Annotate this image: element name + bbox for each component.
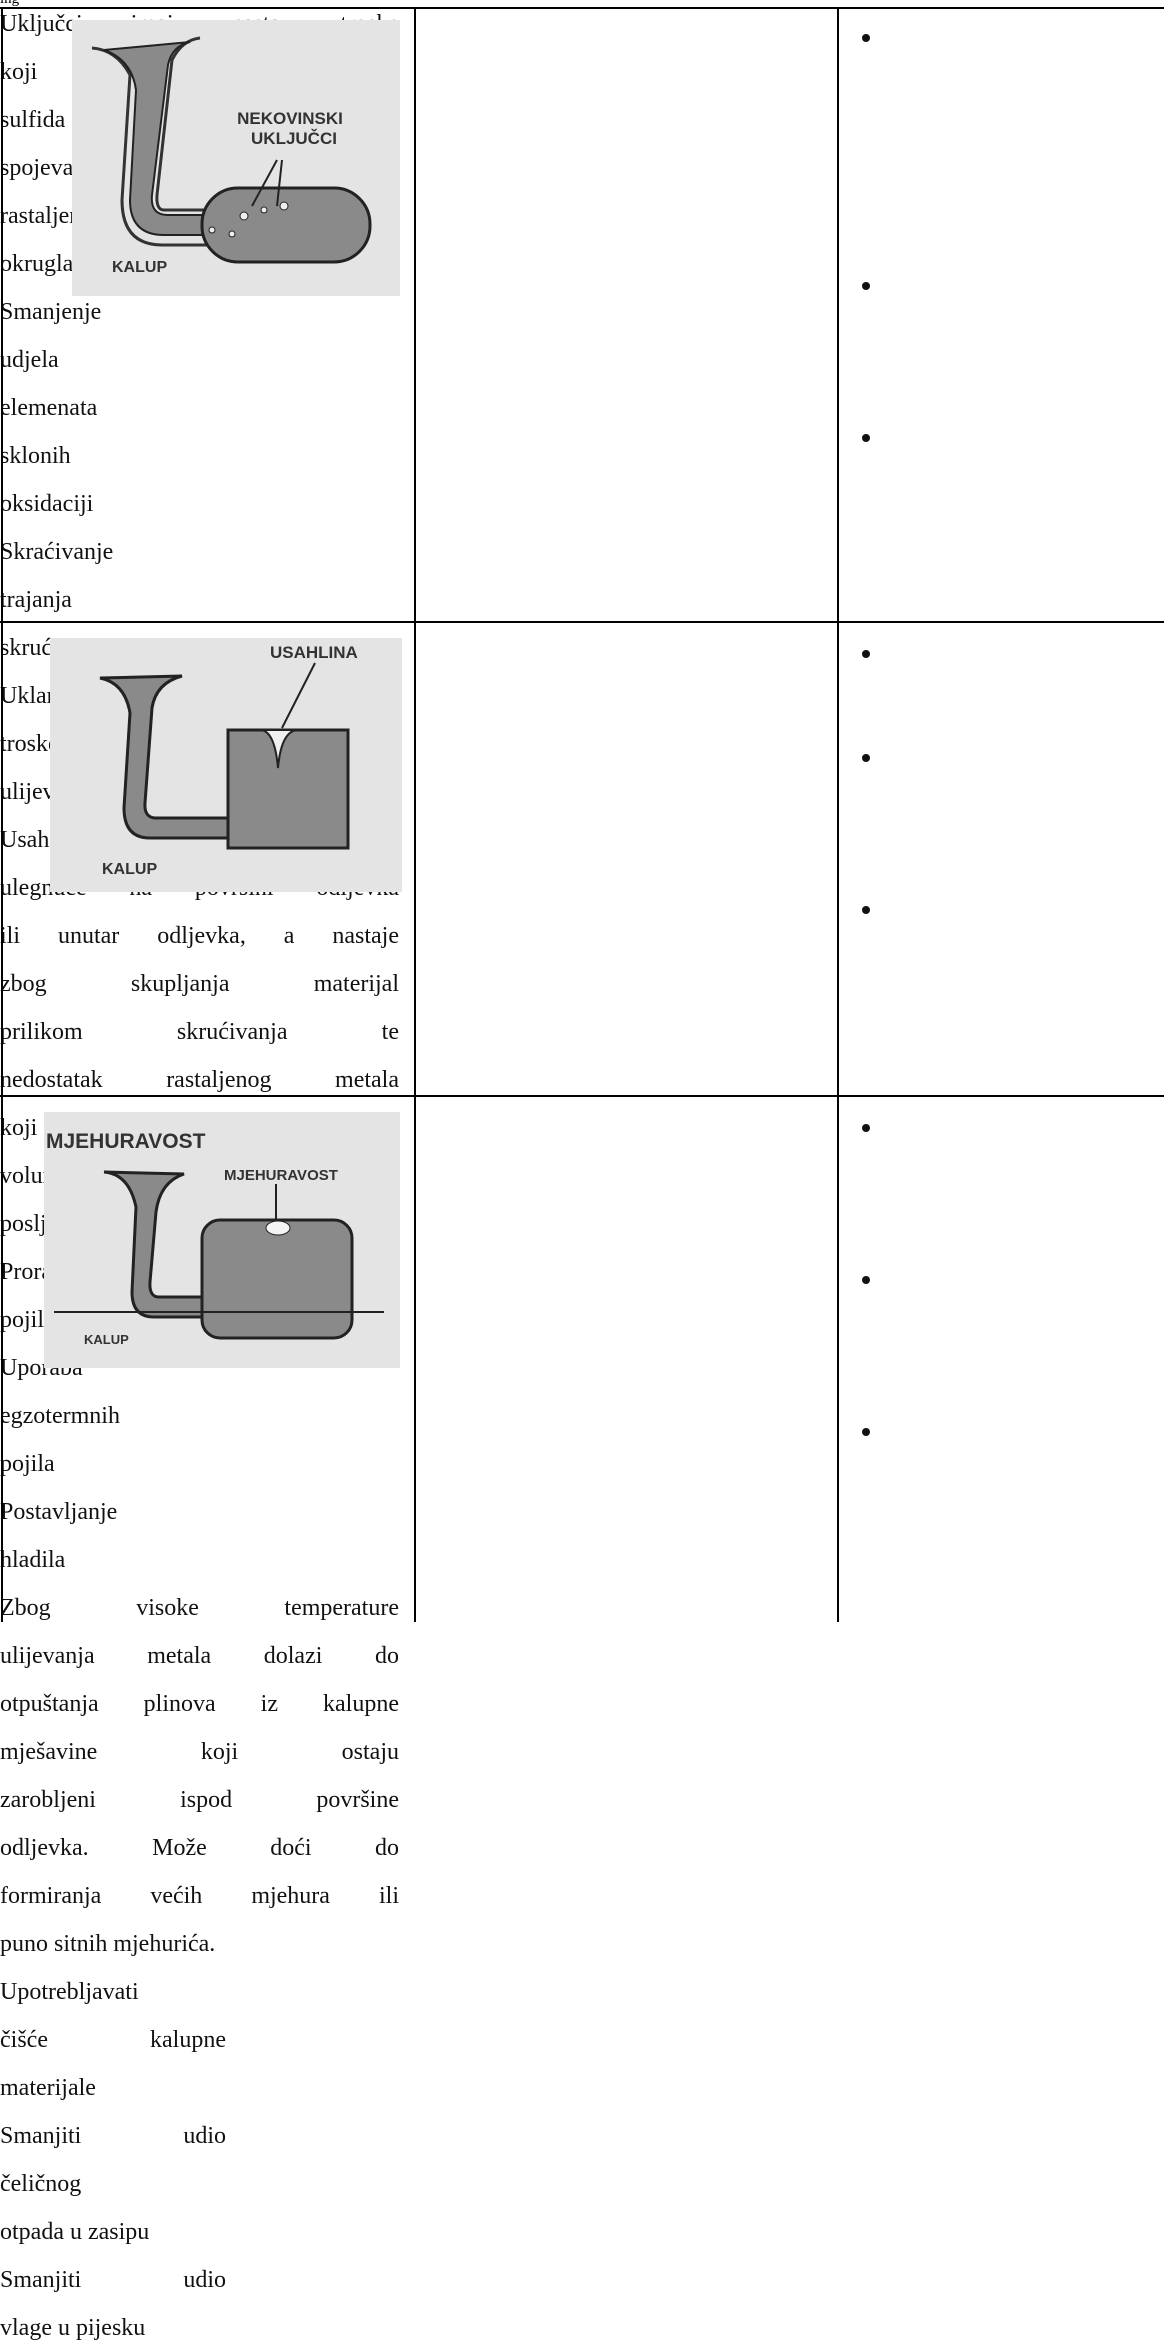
image-label: UKLJUČCI (251, 129, 337, 148)
measure-line: trajanja (0, 587, 72, 613)
border (414, 7, 416, 1622)
image-label: MJEHURAVOST (46, 1130, 206, 1153)
measure-line: pojila (0, 1451, 55, 1477)
bullet (862, 1428, 870, 1436)
measure-line: čišće kalupne (0, 2027, 226, 2053)
description-line: formiranja većih mjehura ili (0, 1883, 399, 1909)
measure-line: hladila (0, 1547, 66, 1573)
measure-line: elemenata (0, 395, 98, 421)
measure-line: egzotermnih (0, 1403, 120, 1429)
measure-line: Upotrebljavati (0, 1979, 139, 2005)
image-label: KALUP (102, 861, 157, 878)
image-label: NEKOVINSKI (237, 109, 343, 128)
cut-fragment: ing (0, 0, 19, 8)
bullet (862, 282, 870, 290)
description-line: mješavine koji ostaju (0, 1739, 399, 1765)
measure-line: Smanjiti udio (0, 2123, 226, 2149)
measure-line: Skraćivanje (0, 539, 114, 565)
measure-line: sklonih (0, 443, 71, 469)
description-line: zarobljeni ispod površine (0, 1787, 399, 1813)
description-line: nedostatak rastaljenog metala (0, 1067, 399, 1093)
measure-line: materijale (0, 2075, 96, 2101)
bullet (862, 34, 870, 42)
bullet (862, 434, 870, 442)
measure-line: čeličnog (0, 2171, 82, 2197)
border (0, 621, 1164, 623)
border (837, 7, 839, 1622)
measure-line: otpada u zasipu (0, 2219, 150, 2245)
border (1, 7, 3, 1622)
description-line: ili unutar odljevka, a nastaje (0, 923, 399, 949)
description-line: otpuštanja plinova iz kalupne (0, 1691, 399, 1717)
bullet (862, 906, 870, 914)
measure-line: vlage u pijesku (0, 2315, 146, 2341)
border (0, 1095, 1164, 1097)
diagram-shrinkage: USAHLINA KALUP (50, 638, 402, 892)
bullet (862, 754, 870, 762)
measure-line: udjela (0, 347, 59, 373)
description-line: prilikom skrućivanja te (0, 1019, 399, 1045)
image-label: USAHLINA (270, 643, 358, 662)
border (0, 7, 1164, 9)
measure-line: Smanjenje (0, 299, 102, 325)
bullet (862, 1276, 870, 1284)
description-line: puno sitnih mjehurića. (0, 1931, 216, 1957)
image-label: KALUP (112, 259, 167, 276)
bullet (862, 650, 870, 658)
description-line: Zbog visoke temperature (0, 1595, 399, 1621)
description-line: ulijevanja metala dolazi do (0, 1643, 399, 1669)
bullet (862, 1124, 870, 1132)
description-line: odljevka. Može doći do (0, 1835, 399, 1861)
diagram-inclusions: NEKOVINSKI UKLJUČCI KALUP (72, 20, 400, 296)
diagram-porosity: MJEHURAVOST MJEHURAVOST KALUP (44, 1112, 400, 1368)
image-label: KALUP (84, 1332, 129, 1347)
measure-line: oksidaciji (0, 491, 94, 517)
image-label: MJEHURAVOST (224, 1167, 338, 1184)
measure-line: Smanjiti udio (0, 2267, 226, 2293)
description-line: zbog skupljanja materijal (0, 971, 399, 997)
measure-line: Postavljanje (0, 1499, 118, 1525)
